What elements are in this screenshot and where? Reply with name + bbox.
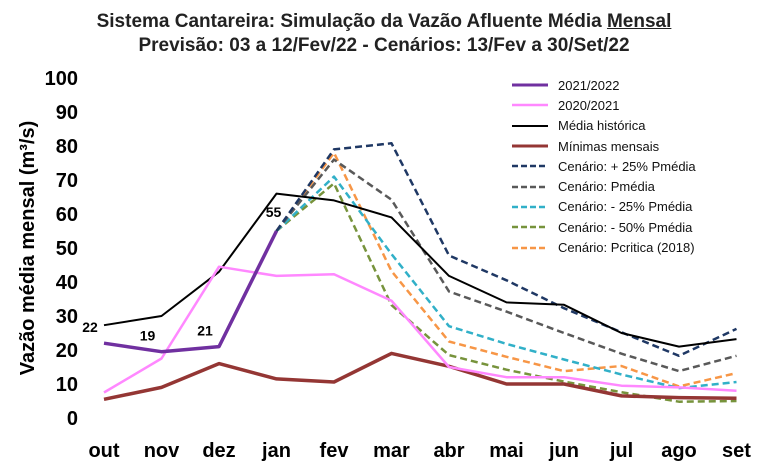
y-axis-title: Vazão média mensal (m³/s): [17, 121, 39, 376]
series-line-1: [103, 265, 737, 394]
series-line-4: [275, 142, 738, 358]
legend-item: Cenário: Pcritica (2018): [510, 237, 760, 257]
data-label: 19: [140, 328, 156, 344]
legend-label: 2020/2021: [558, 97, 620, 113]
y-tick-label: 20: [56, 340, 78, 362]
legend-item: Média histórica: [510, 116, 760, 136]
x-tick-label: ago: [661, 440, 697, 462]
legend-label: Cenário: + 25% Pmédia: [558, 158, 696, 174]
legend-item: 2021/2022: [510, 75, 760, 95]
legend-label: Cenário: Pmédia: [558, 179, 655, 195]
legend-item: Cenário: + 25% Pmédia: [510, 156, 760, 176]
y-tick-label: 30: [56, 306, 78, 328]
legend-item: Mínimas mensais: [510, 136, 760, 156]
legend-label: Cenário: Pcritica (2018): [558, 240, 695, 256]
legend-item: Cenário: - 25% Pmédia: [510, 197, 760, 217]
title-line1-b: Mensal: [606, 11, 672, 32]
legend-swatch: [510, 140, 550, 152]
y-tick-label: 90: [56, 102, 78, 124]
series-line-3: [103, 351, 737, 402]
x-tick-label: abr: [433, 440, 464, 462]
data-label: 21: [197, 323, 213, 339]
data-label: 55: [266, 204, 282, 220]
legend-swatch: [510, 99, 550, 111]
legend-item: 2020/2021: [510, 95, 760, 115]
series-line-8: [275, 151, 737, 388]
y-tick-label: 10: [56, 374, 78, 396]
legend-label: Cenário: - 50% Pmédia: [558, 219, 693, 235]
x-tick-label: set: [722, 440, 751, 462]
legend-item: Cenário: Pmédia: [510, 176, 760, 196]
y-tick-label: 100: [45, 68, 78, 90]
y-tick-label: 0: [67, 408, 78, 430]
title-line2: Previsão: 03 a 12/Fev/22 - Cenários: 13/…: [138, 35, 630, 56]
x-tick-label: out: [88, 440, 119, 462]
legend-label: Média histórica: [558, 118, 646, 134]
x-tick-label: fev: [320, 440, 350, 462]
legend-swatch: [510, 181, 550, 193]
x-tick-label: jun: [548, 440, 579, 462]
y-tick-label: 50: [56, 238, 78, 260]
chart-title: Sistema Cantareira: Simulação da Vazão A…: [0, 10, 768, 58]
title-line1-a: Sistema Cantareira: Simulação da Vazão A…: [96, 11, 607, 32]
series-line-6: [275, 175, 737, 390]
series-line-0: [103, 230, 279, 354]
data-label: 22: [82, 319, 98, 335]
y-tick-label: 70: [56, 170, 78, 192]
y-tick-label: 60: [56, 204, 78, 226]
series-line-2: [103, 192, 737, 348]
x-tick-label: mar: [373, 440, 410, 462]
x-tick-label: nov: [144, 440, 180, 462]
series-line-5: [275, 158, 737, 373]
x-tick-label: jul: [609, 440, 633, 462]
legend-swatch: [510, 201, 550, 213]
legend-label: 2021/2022: [558, 77, 620, 93]
legend-swatch: [510, 160, 550, 172]
legend-swatch: [510, 120, 550, 132]
x-tick-label: dez: [202, 440, 235, 462]
legend-label: Cenário: - 25% Pmédia: [558, 199, 693, 215]
legend-item: Cenário: - 50% Pmédia: [510, 217, 760, 237]
x-tick-label: jan: [261, 440, 291, 462]
legend-swatch: [510, 242, 550, 254]
y-tick-label: 40: [56, 272, 78, 294]
legend: 2021/2022 2020/2021 Média histórica Mínimas…: [510, 75, 760, 258]
legend-swatch: [510, 79, 550, 91]
x-tick-label: mai: [489, 440, 523, 462]
y-tick-label: 80: [56, 136, 78, 158]
legend-label: Mínimas mensais: [558, 138, 660, 154]
legend-swatch: [510, 221, 550, 233]
